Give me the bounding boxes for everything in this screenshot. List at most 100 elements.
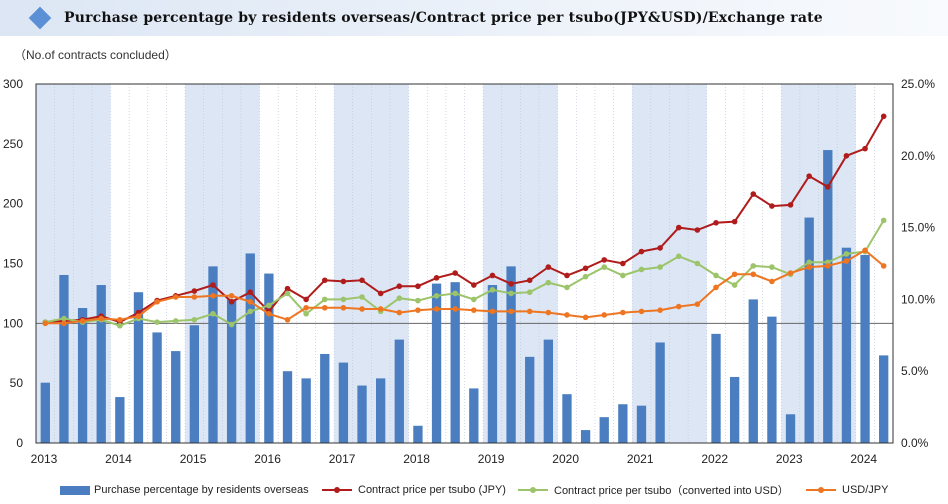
point-usd-price bbox=[61, 315, 67, 322]
point-usd-jpy bbox=[806, 264, 812, 270]
x-tick-label: 2020 bbox=[552, 452, 579, 466]
point-usd-jpy bbox=[61, 320, 67, 327]
point-usd-price bbox=[452, 290, 458, 297]
point-usd-price bbox=[117, 322, 123, 329]
bar-overseas-pct bbox=[879, 355, 889, 443]
right-tick-label: 10.0% bbox=[901, 292, 935, 306]
bar-overseas-pct bbox=[394, 339, 404, 443]
legend-label-usd: Contract price per tsubo（converted into … bbox=[554, 485, 789, 497]
point-usd-price bbox=[545, 279, 552, 286]
point-jpy-price bbox=[843, 153, 850, 159]
point-usd-price bbox=[154, 319, 160, 325]
bar-overseas-pct bbox=[543, 339, 553, 443]
point-usd-price bbox=[247, 308, 254, 315]
grid-group bbox=[36, 84, 893, 443]
point-usd-jpy bbox=[228, 293, 235, 299]
point-usd-jpy bbox=[824, 263, 831, 269]
bar-overseas-pct bbox=[357, 385, 367, 443]
page-title: Purchase percentage by residents oversea… bbox=[64, 10, 823, 26]
point-jpy-price bbox=[564, 272, 570, 279]
point-usd-jpy bbox=[452, 306, 458, 312]
right-tick-label: 0.0% bbox=[901, 436, 929, 450]
point-usd-price bbox=[284, 290, 291, 297]
bar-series-group bbox=[40, 150, 889, 443]
point-jpy-price bbox=[284, 285, 291, 292]
point-jpy-price bbox=[321, 277, 328, 284]
point-usd-jpy bbox=[508, 308, 514, 315]
left-tick-label: 0 bbox=[16, 436, 23, 450]
point-usd-price bbox=[321, 296, 328, 303]
point-usd-jpy bbox=[843, 258, 850, 264]
bar-overseas-pct bbox=[636, 405, 647, 443]
x-tick-label: 2013 bbox=[31, 452, 58, 466]
legend-swatch-bars bbox=[60, 485, 90, 495]
point-jpy-price bbox=[489, 272, 496, 279]
bar-overseas-pct bbox=[841, 247, 852, 443]
point-jpy-price bbox=[210, 282, 216, 288]
legend-swatch-jpy bbox=[322, 487, 352, 493]
bar-overseas-pct bbox=[77, 308, 88, 443]
bar-overseas-pct bbox=[171, 351, 181, 443]
point-usd-price bbox=[433, 293, 440, 299]
bar-overseas-pct bbox=[506, 266, 516, 443]
point-usd-jpy bbox=[303, 304, 309, 311]
bar-overseas-pct bbox=[59, 274, 69, 443]
legend-label-jpy: Contract price per tsubo (JPY) bbox=[358, 484, 506, 496]
bar-overseas-pct bbox=[860, 254, 870, 443]
bar-overseas-pct bbox=[338, 362, 349, 443]
point-usd-price bbox=[210, 310, 216, 317]
bar-overseas-pct bbox=[226, 299, 237, 443]
point-usd-jpy bbox=[471, 307, 477, 313]
x-tick-label: 2023 bbox=[776, 452, 803, 466]
bar-overseas-pct bbox=[413, 425, 423, 443]
bar-overseas-pct bbox=[767, 316, 777, 443]
bar-overseas-pct bbox=[376, 378, 386, 443]
left-tick-label: 300 bbox=[3, 77, 23, 91]
plot-frame bbox=[35, 83, 894, 444]
point-usd-jpy bbox=[564, 312, 570, 318]
right-tick-label: 25.0% bbox=[901, 77, 935, 91]
x-tick-label: 2014 bbox=[105, 452, 132, 466]
bar-overseas-pct bbox=[264, 273, 274, 443]
bar-overseas-pct bbox=[282, 371, 293, 443]
point-usd-price bbox=[675, 253, 682, 260]
legend-item-bars: Purchase percentage by residents oversea… bbox=[60, 481, 309, 499]
point-usd-jpy bbox=[862, 247, 868, 254]
point-jpy-price bbox=[228, 298, 235, 305]
point-jpy-price bbox=[731, 218, 738, 225]
point-usd-jpy bbox=[601, 312, 608, 318]
point-usd-jpy bbox=[340, 304, 347, 311]
point-usd-jpy bbox=[210, 293, 216, 299]
left-tick-label: 150 bbox=[3, 257, 23, 271]
point-usd-jpy bbox=[731, 271, 738, 278]
x-tick-label: 2017 bbox=[329, 452, 356, 466]
point-jpy-price bbox=[675, 224, 682, 231]
right-tick-label: 5.0% bbox=[901, 364, 929, 378]
point-jpy-price bbox=[601, 257, 608, 263]
bar-overseas-pct bbox=[711, 333, 721, 443]
point-jpy-price bbox=[880, 113, 887, 120]
point-usd-jpy bbox=[79, 318, 86, 324]
bar-overseas-pct bbox=[189, 325, 200, 443]
point-usd-price bbox=[471, 296, 477, 303]
point-jpy-price bbox=[862, 145, 868, 152]
bar-overseas-pct bbox=[301, 378, 311, 443]
point-usd-jpy bbox=[750, 271, 757, 278]
point-usd-price bbox=[508, 290, 514, 297]
point-usd-jpy bbox=[880, 263, 887, 269]
point-usd-price bbox=[713, 272, 719, 279]
point-jpy-price bbox=[582, 265, 589, 272]
point-usd-price bbox=[172, 318, 179, 324]
bar-overseas-pct bbox=[431, 283, 442, 443]
point-usd-price bbox=[396, 295, 403, 302]
header-banner: Purchase percentage by residents oversea… bbox=[0, 0, 948, 36]
bar-overseas-pct bbox=[525, 356, 535, 443]
point-usd-jpy bbox=[657, 307, 663, 313]
point-usd-jpy bbox=[694, 301, 701, 307]
bar-overseas-pct bbox=[804, 217, 814, 443]
x-tick-label: 2024 bbox=[850, 452, 877, 466]
bar-overseas-pct bbox=[823, 150, 833, 443]
legend-item-jpy: Contract price per tsubo (JPY) bbox=[322, 481, 506, 499]
point-usd-price bbox=[769, 264, 775, 270]
point-usd-jpy bbox=[620, 309, 626, 316]
